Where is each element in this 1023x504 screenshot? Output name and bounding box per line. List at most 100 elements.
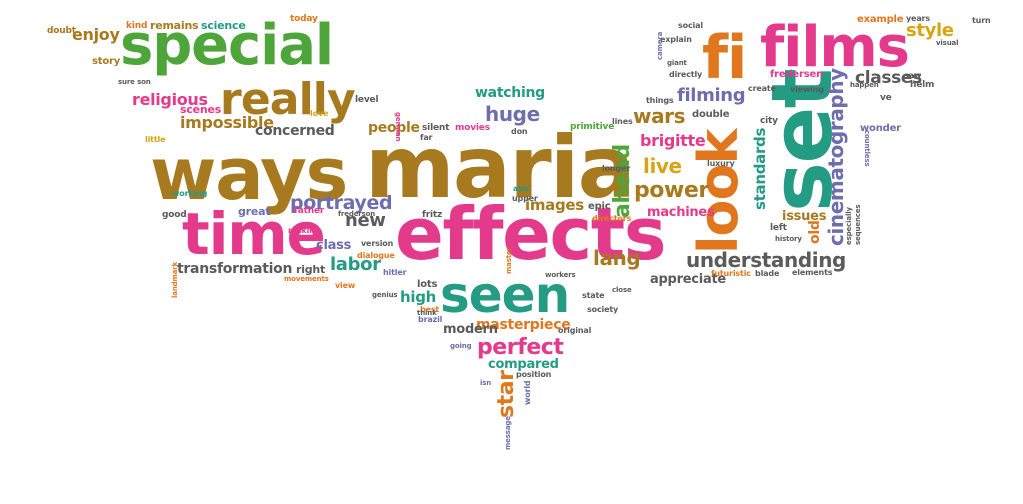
word-standards: standards — [751, 127, 769, 210]
word-kind: kind — [126, 21, 148, 31]
word-class: class — [316, 238, 352, 253]
word-isn: isn — [480, 379, 492, 387]
word-directly: directly — [669, 70, 703, 79]
word-enjoy: enjoy — [72, 25, 120, 44]
word-ve: ve — [880, 93, 892, 103]
word-remains: remains — [150, 19, 199, 32]
word-fritz: fritz — [422, 210, 443, 220]
word-turn: turn — [972, 16, 991, 25]
word-portrayed: portrayed — [290, 192, 393, 214]
word-upper: upper — [512, 194, 538, 203]
word-longer: longer — [602, 164, 631, 173]
word-style: style — [906, 20, 954, 41]
word-cinematography: cinematography — [824, 68, 848, 246]
word-state: state — [582, 291, 605, 300]
word-people: people — [368, 120, 420, 136]
word-making: making — [288, 226, 321, 235]
word-double: double — [692, 109, 730, 120]
word-epic: epic — [588, 201, 611, 212]
word-time: time — [182, 200, 326, 268]
word-create: create — [748, 84, 776, 93]
word-effects: effects — [395, 192, 667, 276]
word-new: new — [345, 210, 386, 231]
word-classes: classes — [855, 68, 922, 88]
word-masterpiece: masterpiece — [476, 317, 571, 333]
word-city: city — [760, 116, 778, 126]
word-wars: wars — [633, 104, 686, 128]
word-huge: huge — [485, 102, 540, 126]
word-don: don — [511, 127, 528, 136]
word-genius: genius — [372, 291, 398, 299]
word-message: message — [504, 416, 512, 450]
word-silent: silent — [422, 123, 450, 133]
word-love: love — [310, 109, 329, 118]
word-ahead: ahead — [610, 144, 635, 218]
word-helm: helm — [910, 80, 935, 90]
word-great: great — [238, 205, 271, 218]
word-social: social — [678, 21, 703, 30]
word-landmark: landmark — [171, 261, 179, 298]
word-think: think — [417, 309, 437, 317]
word-lots: lots — [417, 279, 438, 290]
word-left: left — [770, 223, 787, 233]
word-brigitte: brigitte — [640, 131, 706, 150]
word-countless: countless — [863, 130, 871, 167]
word-old: old — [807, 220, 823, 244]
word-modern: modern — [443, 322, 498, 337]
word-issues: issues — [782, 209, 827, 224]
word-society: society — [587, 305, 619, 314]
word-live: live — [643, 154, 682, 178]
word-able: able — [513, 185, 530, 193]
word-perfect: perfect — [477, 335, 564, 360]
word-happen: happen — [850, 81, 879, 89]
word-transformation: transformation — [177, 261, 293, 277]
word-blade: blade — [755, 269, 780, 278]
word-directors: directors — [592, 214, 632, 223]
word-world: world — [523, 380, 532, 405]
word-position: position — [516, 370, 552, 379]
word-concerned: concerned — [255, 123, 335, 139]
word-example: example — [857, 14, 904, 25]
word-special: special — [120, 13, 334, 78]
word-scenes: scenes — [180, 103, 222, 116]
word-best: best — [420, 305, 440, 314]
word-today: today — [290, 14, 318, 24]
word-fredersen: fredersen — [770, 69, 823, 80]
word-ways: ways — [150, 132, 348, 216]
word-images: images — [525, 196, 584, 214]
word-little: little — [145, 135, 166, 144]
word-high: high — [400, 288, 437, 306]
word-religious: religious — [132, 90, 208, 109]
word-watching: watching — [475, 85, 545, 101]
word-dialogue: dialogue — [357, 251, 395, 260]
word-brazil: brazil — [418, 315, 443, 324]
word-saw: saw — [904, 71, 922, 80]
word-science: science — [201, 19, 246, 32]
word-understanding: understanding — [686, 248, 846, 272]
word-especially: especially — [845, 207, 853, 245]
word-lang: lang — [593, 246, 641, 270]
word-hitler: hitler — [383, 268, 407, 277]
word-movies: movies — [455, 123, 490, 133]
word-appreciate: appreciate — [650, 272, 726, 287]
word-sequences: sequences — [854, 204, 862, 245]
word-sure-son: sure son — [118, 78, 151, 86]
word-really: really — [220, 74, 356, 125]
word-going: going — [450, 342, 472, 350]
word-working: working — [172, 189, 208, 198]
word-father: father — [294, 206, 325, 216]
word-compared: compared — [488, 357, 559, 372]
word-primitive: primitive — [570, 122, 615, 132]
word-impossible: impossible — [180, 113, 274, 132]
word-master: master — [505, 247, 513, 274]
word-giant: giant — [667, 59, 687, 67]
word-doubt: doubt — [47, 26, 76, 36]
word-movements: movements — [284, 275, 329, 283]
word-version: version — [361, 239, 394, 248]
word-seen: seen — [440, 266, 570, 324]
word-machines: machines — [647, 205, 715, 220]
word-fi: fi — [702, 23, 747, 93]
word-close: close — [612, 286, 632, 294]
word-far: far — [420, 133, 433, 142]
